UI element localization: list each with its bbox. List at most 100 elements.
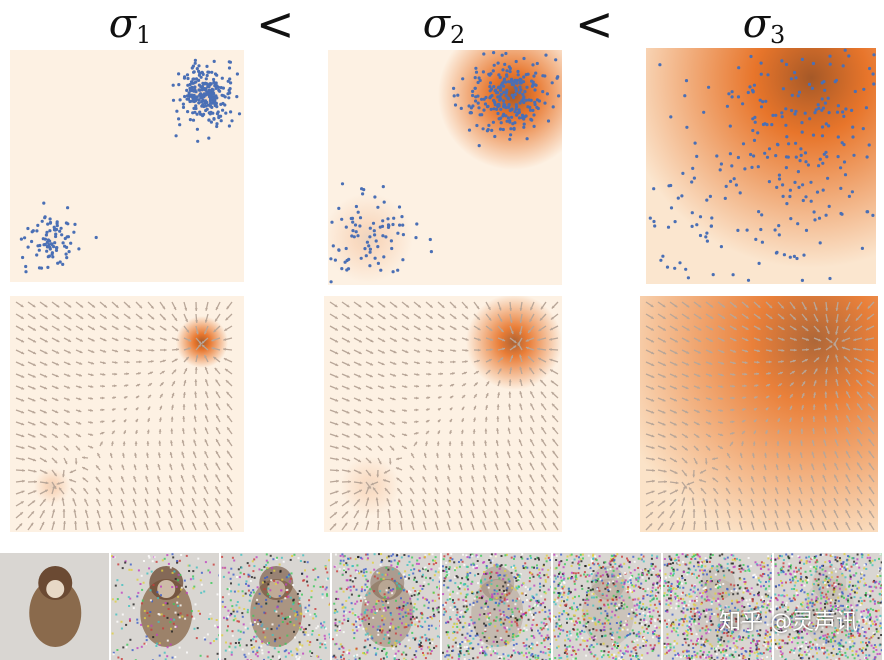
sample-point — [760, 213, 764, 217]
sample-point — [741, 142, 746, 146]
noise-pixel — [185, 614, 188, 617]
score-arrowhead — [380, 398, 384, 401]
sample-point — [35, 229, 39, 233]
score-arrowhead — [381, 362, 385, 366]
noise-pixel — [265, 564, 268, 566]
noise-pixel — [324, 637, 327, 640]
score-arrowhead — [789, 405, 793, 409]
sample-point — [804, 195, 808, 199]
score-arrowhead — [449, 407, 453, 411]
sample-point — [840, 212, 844, 216]
score-arrowhead — [188, 347, 191, 351]
score-arrowhead — [651, 351, 655, 355]
noise-pixel — [289, 615, 291, 618]
score-arrowhead — [66, 434, 70, 438]
score-arrowhead — [487, 306, 491, 310]
score-arrowhead — [335, 434, 339, 438]
score-arrowhead — [453, 316, 457, 319]
score-arrowhead — [227, 498, 230, 502]
noise-pixel — [383, 617, 386, 620]
noise-pixel — [420, 611, 423, 614]
score-arrowhead — [211, 338, 215, 342]
sample-point — [506, 105, 511, 109]
noise-pixel — [300, 626, 303, 629]
score-arrowhead — [704, 521, 707, 524]
noise-pixel — [321, 585, 324, 588]
noise-pixel — [294, 636, 296, 639]
score-arrowhead — [205, 403, 208, 407]
sample-point — [215, 122, 219, 126]
sample-point — [386, 225, 391, 229]
score-arrowhead — [553, 510, 556, 514]
score-arrowhead — [66, 410, 70, 413]
sample-point — [217, 88, 221, 92]
score-arrowhead — [133, 464, 137, 468]
score-arrowhead — [763, 464, 767, 468]
score-arrowhead — [769, 327, 773, 330]
score-arrowhead — [823, 415, 827, 419]
noise-pixel — [430, 617, 433, 620]
noise-pixel — [250, 591, 253, 594]
score-arrowhead — [223, 338, 227, 341]
score-arrowhead — [498, 307, 502, 311]
noise-pixel — [528, 605, 531, 608]
sample-point — [497, 104, 501, 108]
noise-pixel — [351, 578, 354, 581]
score-arrowhead — [846, 450, 849, 454]
score-arrowhead — [484, 428, 488, 432]
noise-pixel — [365, 651, 368, 654]
score-arrowhead — [346, 363, 350, 366]
noise-pixel — [269, 554, 272, 557]
sample-point — [190, 85, 194, 89]
noise-pixel — [334, 608, 337, 611]
score-arrowhead — [358, 316, 362, 319]
noise-pixel — [301, 644, 304, 647]
noise-pixel — [434, 645, 437, 648]
noise-pixel — [394, 599, 397, 602]
score-arrowhead — [67, 374, 71, 377]
sample-point — [761, 100, 765, 104]
score-arrowhead — [822, 486, 825, 490]
sample-point — [748, 85, 752, 89]
noise-pixel — [141, 599, 144, 602]
noise-pixel — [431, 559, 434, 562]
noise-pixel — [235, 604, 238, 607]
sample-point — [705, 231, 709, 235]
noise-pixel — [376, 630, 379, 633]
score-arrowhead — [528, 356, 531, 360]
noise-pixel — [456, 631, 459, 634]
sample-point — [823, 88, 827, 92]
noise-pixel — [490, 559, 493, 562]
score-arrowhead — [541, 450, 544, 454]
score-arrowhead — [204, 439, 208, 443]
score-arrowhead — [540, 391, 544, 395]
sample-point — [827, 124, 831, 128]
noise-pixel — [250, 639, 253, 642]
sample-point — [522, 95, 526, 99]
score-arrowhead — [32, 386, 36, 390]
noise-pixel — [351, 608, 353, 611]
noise-pixel — [502, 578, 505, 581]
noise-pixel — [465, 605, 468, 608]
noise-pixel — [256, 651, 259, 654]
noise-pixel — [446, 598, 449, 601]
noise-pixel — [387, 591, 389, 594]
score-arrowhead — [334, 304, 338, 307]
noise-pixel — [312, 568, 315, 571]
score-arrowhead — [530, 415, 533, 419]
noise-pixel — [163, 651, 166, 654]
noise-pixel — [254, 630, 257, 633]
score-arrowhead — [53, 473, 57, 477]
noise-pixel — [397, 650, 399, 653]
noise-pixel — [303, 560, 306, 563]
sample-point — [474, 99, 478, 103]
noise-pixel — [386, 634, 389, 637]
sample-point — [330, 220, 334, 224]
noise-pixel — [136, 578, 138, 581]
score-arrowhead — [185, 319, 188, 322]
score-arrowhead — [434, 510, 438, 514]
sample-point — [60, 233, 64, 237]
score-arrowhead — [833, 509, 837, 513]
score-arrowhead — [745, 327, 749, 330]
score-arrowhead — [453, 349, 457, 352]
